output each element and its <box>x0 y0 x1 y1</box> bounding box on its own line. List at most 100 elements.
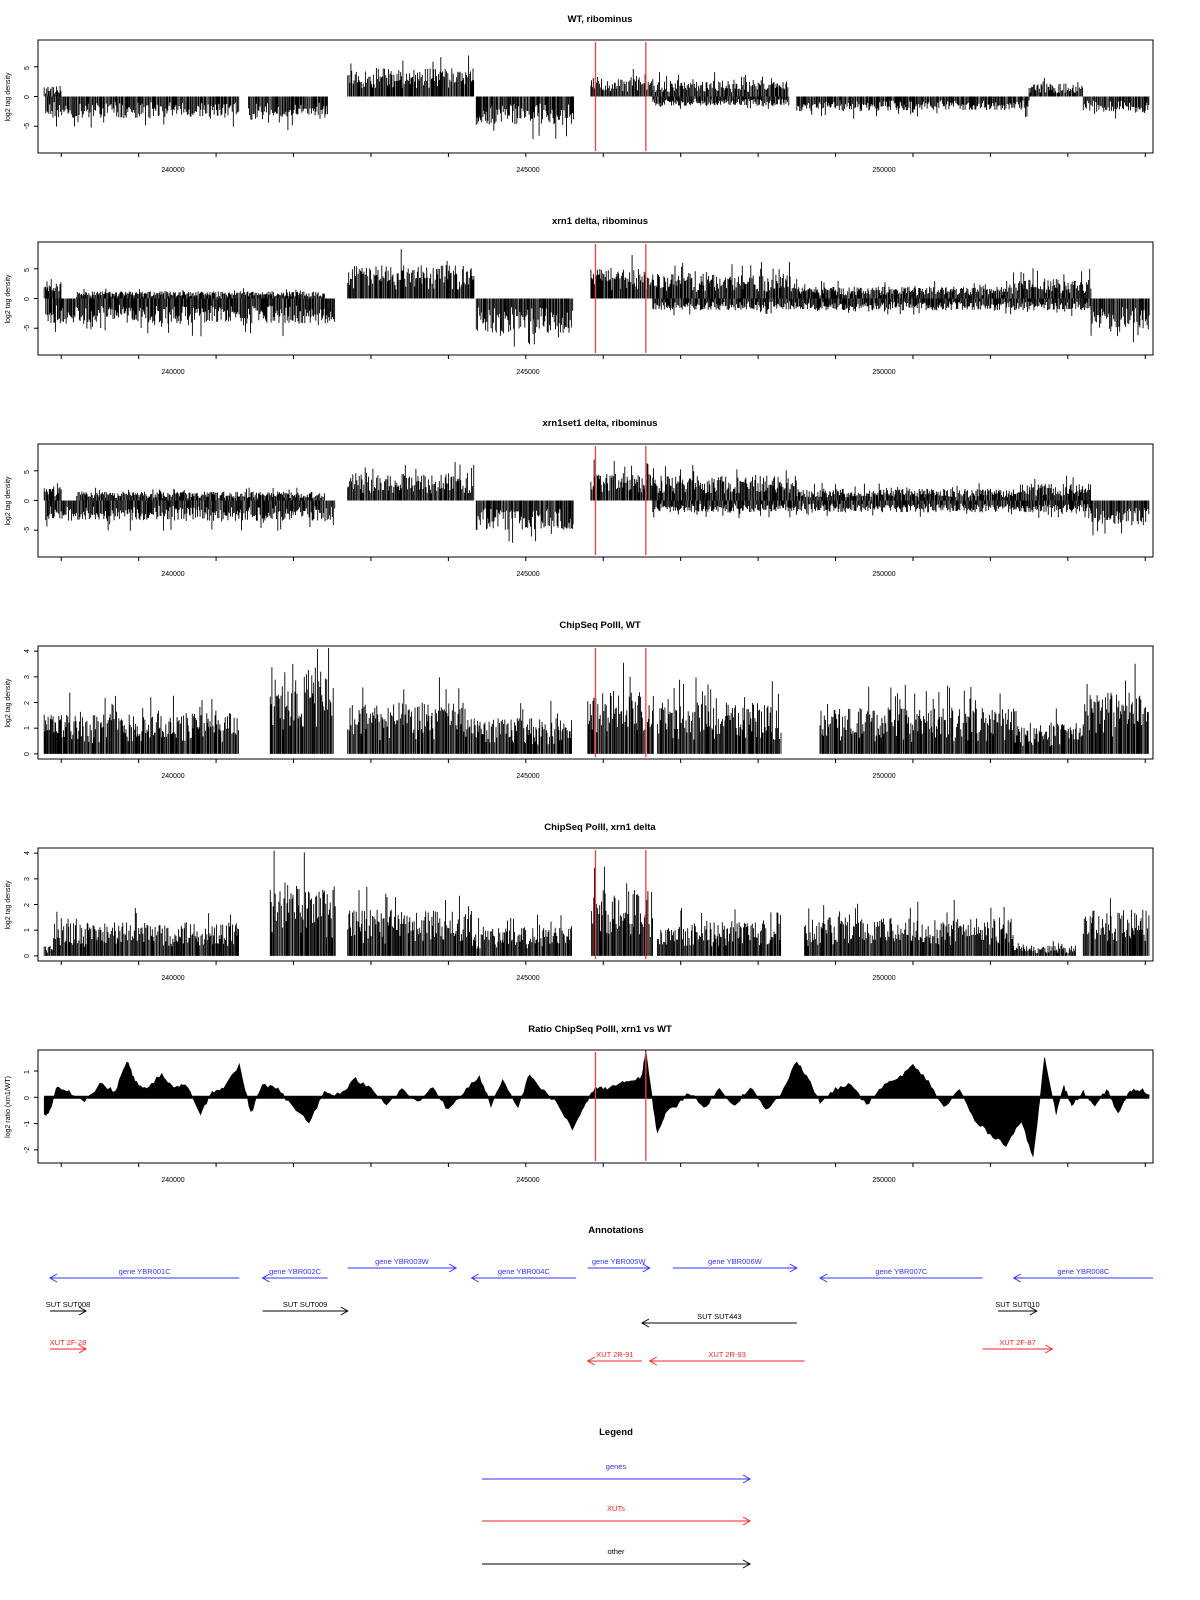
signal-bars <box>347 461 475 501</box>
annotation-label: XUT 2R-93 <box>708 1350 745 1359</box>
panel-title: WT, ribominus <box>568 14 633 25</box>
y-tick-label: 3 <box>24 877 31 881</box>
signal-bars <box>43 692 239 754</box>
x-tick-label: 240000 <box>161 975 184 982</box>
panel-xrn1set1-delta-ribominus: xrn1set1 delta, ribominus log2 tag densi… <box>5 418 1154 578</box>
panel-title: ChipSeq PolII, xrn1 delta <box>544 822 656 833</box>
annotation-label: SUT SUT010 <box>995 1300 1039 1309</box>
y-tick-label: -2 <box>24 1147 31 1153</box>
plot-frame <box>37 1049 1154 1164</box>
annotation-tracks: gene YBR001C gene YBR002C gene YBR003W gene… <box>46 1257 1153 1366</box>
annotation-label: gene YBR007C <box>875 1267 928 1276</box>
legend-arrow-head <box>742 1474 752 1484</box>
y-tick-label: 0 <box>24 1096 31 1100</box>
plot-area <box>34 1049 1150 1167</box>
annotation-arrow-head <box>340 1306 349 1316</box>
x-tick-label: 245000 <box>516 571 539 578</box>
signal-bars <box>1090 298 1150 343</box>
signal-bars <box>1013 475 1091 501</box>
panel-xrn1-delta-ribominus: xrn1 delta, ribominus log2 tag density 2… <box>5 216 1154 376</box>
annotation-label: gene YBR002C <box>269 1267 322 1276</box>
x-tick-label: 240000 <box>161 571 184 578</box>
signal-bars <box>1090 500 1150 536</box>
legend-items: genes XUTs other <box>482 1462 752 1569</box>
x-tick-label: 250000 <box>872 167 895 174</box>
signal-bars <box>652 500 1092 519</box>
x-tick-label: 250000 <box>872 773 895 780</box>
x-tick-label: 245000 <box>516 773 539 780</box>
annotation-label: XUT 2R-91 <box>596 1350 633 1359</box>
annotation-arrow-head <box>448 1263 458 1273</box>
signal-bars <box>796 96 890 119</box>
annotation-arrow-head <box>1045 1344 1054 1354</box>
x-tick-label: 250000 <box>872 975 895 982</box>
annotation-arrow-head <box>1029 1306 1038 1316</box>
legend-panel: Legend genes XUTs other <box>482 1427 752 1569</box>
signal-bars <box>590 255 653 299</box>
plot-area <box>34 42 1150 157</box>
x-tick-label: 250000 <box>872 1177 895 1184</box>
ratio-area <box>43 1049 1150 1158</box>
annotation-arrow-head <box>78 1344 88 1354</box>
y-tick-label: 1 <box>24 726 31 730</box>
signal-bars <box>1013 268 1092 299</box>
x-tick-label: 245000 <box>516 1177 539 1184</box>
signal-bars <box>475 298 574 347</box>
y-tick-label: -5 <box>24 527 31 533</box>
signal-bars <box>43 86 62 97</box>
y-tick-label: 1 <box>24 928 31 932</box>
y-tick-label: 0 <box>24 499 31 503</box>
signal-bars <box>43 945 53 956</box>
signal-bars <box>76 288 325 299</box>
y-tick-label: 0 <box>24 95 31 99</box>
annotation-label: gene YBR001C <box>119 1267 172 1276</box>
signal-bars <box>347 55 475 97</box>
legend-label: other <box>607 1547 625 1556</box>
annotation-arrow-head <box>78 1306 88 1316</box>
annotation-label: SUT SUT443 <box>697 1312 741 1321</box>
annotation-arrow-head <box>789 1263 798 1273</box>
y-axis-label: log2 ratio (xrn1/WT) <box>5 1076 12 1138</box>
annotation-arrow-head <box>648 1356 657 1366</box>
y-tick-label: 5 <box>24 268 31 272</box>
y-tick-label: 0 <box>24 954 31 958</box>
annotations-panel: Annotations gene YBR001C gene YBR002Cgene… <box>46 1225 1153 1366</box>
x-tick-label: 240000 <box>161 1177 184 1184</box>
panel-ratio-chipseq: Ratio ChipSeq PolII, xrn1 vs WT log2 rat… <box>5 1024 1154 1184</box>
signal-bars <box>471 914 572 956</box>
annotation-arrow-head <box>1012 1273 1021 1283</box>
signal-bars <box>652 464 797 501</box>
panel-title: xrn1set1 delta, ribominus <box>542 418 657 429</box>
x-tick-label: 250000 <box>872 369 895 376</box>
annotation-arrow-head <box>48 1273 58 1283</box>
panel-chipseq-polii-xrn1-delta: ChipSeq PolII, xrn1 delta log2 tag densi… <box>5 822 1154 982</box>
signal-bars <box>656 677 782 754</box>
x-tick-label: 245000 <box>516 167 539 174</box>
annotation-arrow-head <box>819 1273 828 1283</box>
plot-area <box>34 446 1150 561</box>
annotation-arrow-head <box>640 1318 650 1328</box>
signal-bars <box>656 908 782 956</box>
panel-chipseq-polii-wt: ChipSeq PolII, WT log2 tag density 24000… <box>5 620 1154 780</box>
signal-bars <box>269 648 334 754</box>
x-tick-label: 240000 <box>161 369 184 376</box>
signal-bars <box>76 487 325 501</box>
y-tick-label: 3 <box>24 675 31 679</box>
y-axis-label: log2 tag density <box>5 678 12 728</box>
signal-bars <box>819 684 1015 754</box>
x-tick-label: 245000 <box>516 975 539 982</box>
signal-bars <box>53 908 239 956</box>
annotation-arrow-head <box>586 1356 596 1366</box>
signal-bars <box>652 262 798 299</box>
y-tick-label: 5 <box>24 66 31 70</box>
x-tick-label: 240000 <box>161 167 184 174</box>
y-tick-label: 2 <box>24 701 31 705</box>
y-tick-label: -5 <box>24 123 31 129</box>
y-tick-label: 4 <box>24 649 31 653</box>
annotation-label: gene YBR008C <box>1057 1267 1110 1276</box>
signal-bars <box>347 677 472 754</box>
annotation-arrow-head <box>261 1273 270 1283</box>
annotation-label: SUT SUT008 <box>46 1300 90 1309</box>
